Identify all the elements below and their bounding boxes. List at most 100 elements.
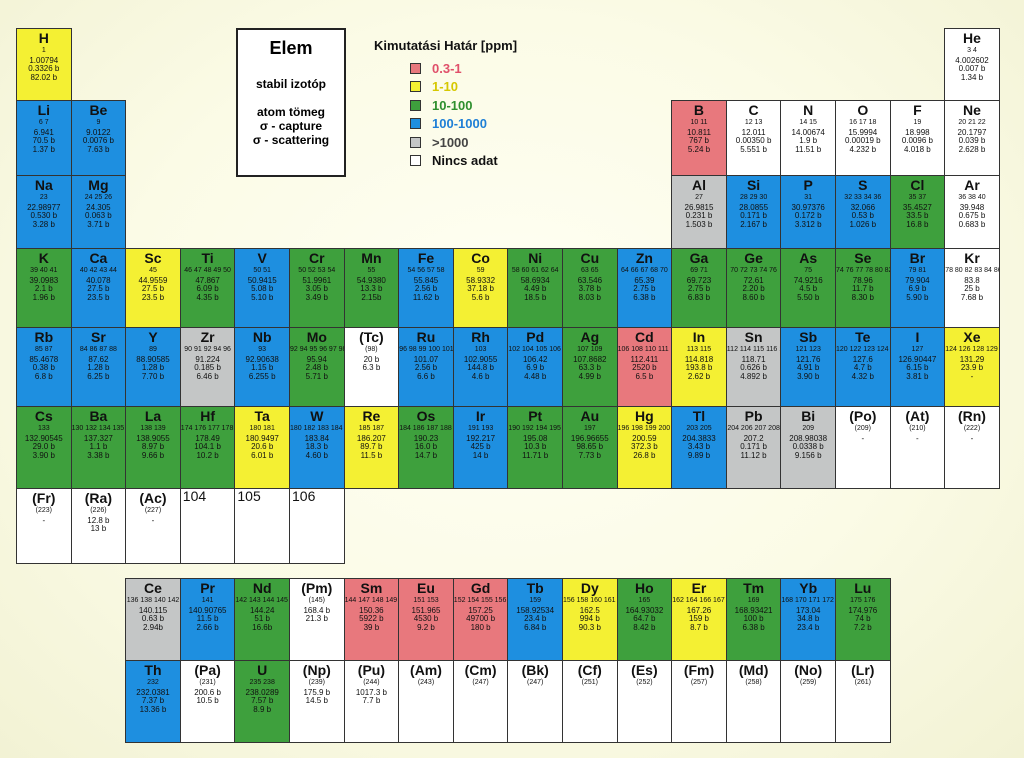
element-atomic-mass: 9.0122 — [86, 128, 111, 138]
element-symbol: (Es) — [631, 662, 658, 678]
element-isotopes: 92 94 95 96 97 98 100 — [290, 345, 344, 353]
element-cell: (Cm) (247) — [452, 660, 509, 743]
element-capture: 6.9 b — [526, 363, 545, 373]
detection-limit-label: Nincs adat — [432, 153, 498, 169]
element-cell: Ca 40 42 43 44 40.078 27.5 b 23.5 b — [70, 248, 127, 328]
element-capture: 23.9 b — [960, 363, 984, 373]
element-symbol: Pb — [744, 408, 763, 424]
element-cell: (Md) (258) — [725, 660, 782, 743]
element-cell: (Pu) (244) 1017.3 b 7.7 b — [343, 660, 400, 743]
element-capture: 5.08 b — [251, 284, 274, 294]
element-cell: (Pa) (231) 200.6 b 10.5 b — [179, 660, 236, 743]
element-capture: 98.65 b — [576, 442, 604, 452]
element-cell: (Rn) (222) - — [944, 406, 1000, 489]
element-capture: 0.53 b — [851, 211, 874, 221]
element-scattering: 180 b — [470, 622, 491, 632]
element-isotopes: 121 123 — [795, 345, 821, 353]
element-symbol: Cl — [910, 177, 925, 193]
element-capture: 104.1 b — [194, 442, 221, 452]
element-cell: N 14 15 14.00674 1.9 b 11.51 b — [780, 100, 836, 176]
element-atomic-mass: 91.224 — [195, 355, 220, 365]
element-atomic-mass: 6.941 — [33, 128, 54, 138]
element-capture: 0.007 b — [958, 64, 986, 74]
element-isotopes: 162 164 166 167 168 170 — [672, 596, 726, 604]
element-atomic-mass: 131.29 — [959, 355, 985, 365]
element-cell: Co 59 58.9332 37.18 b 5.6 b — [452, 248, 509, 328]
element-atomic-mass: 114.818 — [684, 355, 714, 365]
element-cell: Si 28 29 30 28.0855 0.171 b 2.167 b — [725, 175, 782, 249]
element-isotopes: 55 — [367, 266, 376, 274]
element-atomic-mass: 54.9380 — [356, 276, 386, 286]
element-isotopes: 96 98 99 100 101 102 104 — [399, 345, 454, 353]
element-atomic-mass: 58.6934 — [520, 276, 550, 286]
element-symbol: Hg — [635, 408, 654, 424]
element-scattering: 7.63 b — [87, 144, 110, 154]
element-cell: Pr 141 140.90765 11.5 b 2.66 b — [179, 578, 236, 661]
element-atomic-mass: 208.98038 — [789, 434, 828, 444]
element-cell: Pb 204 206 207 208 207.2 0.171 b 11.12 b — [725, 406, 782, 489]
element-cell: I 127 126.90447 6.15 b 3.81 b — [889, 327, 946, 407]
element-capture: 2.75 b — [633, 284, 656, 294]
element-scattering: 4.99 b — [578, 371, 601, 381]
element-capture: 193.8 b — [685, 363, 713, 373]
element-capture: 16.0 b — [414, 442, 438, 452]
detection-limit-label: 0.3-1 — [432, 60, 462, 76]
element-cell: Cu 63 65 63.546 3.78 b 8.03 b — [562, 248, 618, 328]
element-symbol: (Cm) — [464, 662, 497, 678]
element-scattering: 2.15b — [361, 292, 382, 302]
element-isotopes: 78 80 82 83 84 86 — [945, 266, 1000, 274]
element-symbol: Co — [471, 250, 490, 266]
element-isotopes: 136 138 140 142 — [126, 596, 180, 604]
element-scattering: 90.3 b — [578, 622, 601, 632]
element-capture: 63.3 b — [578, 363, 601, 373]
element-symbol: Ni — [528, 250, 543, 266]
element-capture: 0.039 b — [958, 136, 986, 146]
element-symbol: Gd — [470, 580, 491, 596]
element-scattering: 3.28 b — [32, 219, 55, 229]
element-atomic-mass: 55.845 — [413, 276, 439, 286]
element-capture: 0.231 b — [685, 211, 713, 221]
element-atomic-mass: 200.59 — [632, 434, 657, 444]
detection-limit-label: 10-100 — [432, 97, 473, 113]
element-atomic-mass: 132.90545 — [24, 434, 63, 444]
legend-mass-label: atom tömeg — [256, 105, 325, 119]
element-atomic-mass: 10.811 — [687, 128, 711, 138]
element-isotopes: 120 122 123 124 125 126 128 130 — [836, 345, 890, 353]
element-symbol: (Cf) — [577, 662, 602, 678]
element-atomic-mass: 95.94 — [306, 355, 327, 365]
element-symbol: (Bk) — [521, 662, 549, 678]
element-isotopes: 28 29 30 — [739, 193, 768, 201]
element-atomic-mass: 63.546 — [577, 276, 603, 286]
element-cell: Rh 103 102.9055 144.8 b 4.6 b — [452, 327, 509, 407]
element-capture: 51 b — [254, 614, 270, 624]
element-atomic-mass: 83.8 — [964, 276, 980, 286]
element-capture: 0.530 b — [30, 211, 58, 221]
element-symbol: W — [310, 408, 324, 424]
element-capture: 144.8 b — [467, 363, 494, 373]
element-scattering: 11.62 b — [412, 292, 440, 302]
element-scattering: 4.892 b — [740, 371, 767, 381]
element-capture: 4.49 b — [524, 284, 547, 294]
element-isotopes: 39 40 41 — [30, 266, 58, 274]
element-isotopes: 138 139 — [140, 424, 166, 432]
detection-limit-title: Kimutatási Határ [ppm] — [374, 38, 518, 53]
element-isotopes: 180 181 — [249, 424, 275, 432]
element-atomic-mass: 22.98977 — [27, 203, 61, 213]
element-atomic-mass: 24.305 — [86, 203, 111, 213]
element-isotopes: (257) — [690, 678, 708, 686]
element-cell: Be 9 9.0122 0.0076 b 7.63 b — [70, 100, 127, 176]
element-capture: 7.57 b — [251, 696, 274, 706]
element-scattering: 3.312 b — [794, 219, 822, 229]
element-symbol: Sr — [90, 329, 106, 345]
element-symbol: Tb — [526, 580, 544, 596]
element-scattering: 26.8 b — [633, 450, 656, 460]
element-symbol: Rb — [34, 329, 54, 345]
element-scattering: 3.90 b — [797, 371, 820, 381]
element-scattering: 5.50 b — [797, 292, 820, 302]
element-isotopes: 106 108 110 111 112 113 114 116 — [617, 345, 672, 353]
element-symbol: (Np) — [302, 662, 331, 678]
element-isotopes: 102 104 105 106 108 110 — [508, 345, 562, 353]
